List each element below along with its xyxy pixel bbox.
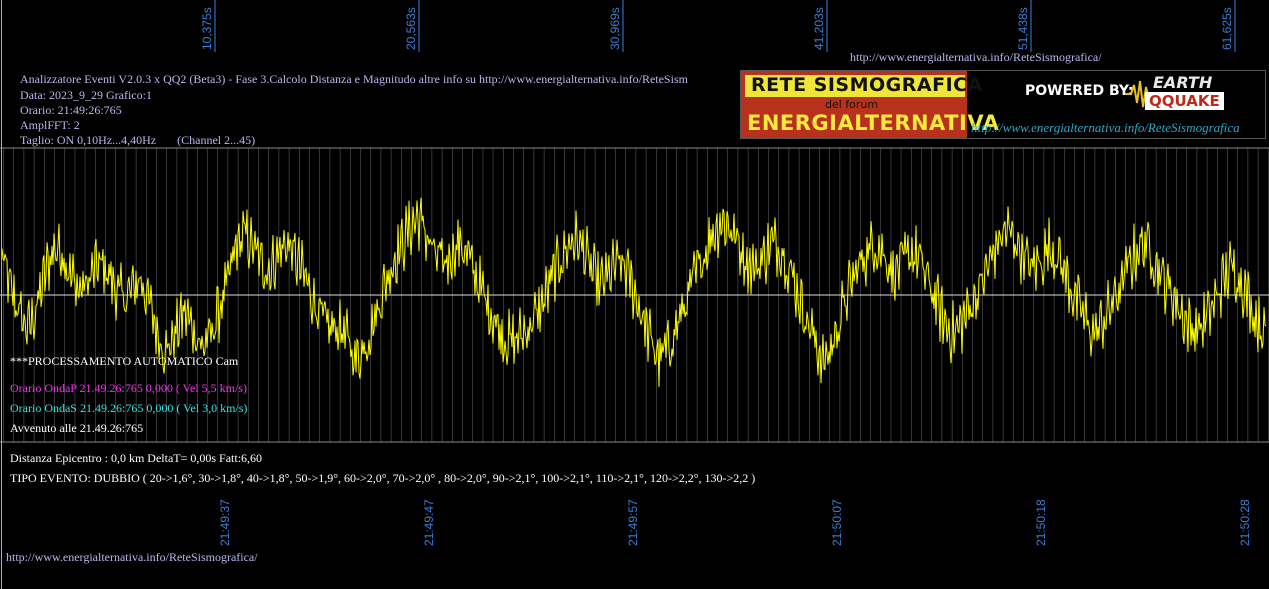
top-url-link[interactable]: http://www.energialternativa.info/ReteSi… <box>850 50 1102 64</box>
earth-logo-text: EARTH <box>1153 73 1213 92</box>
footer-url-link[interactable]: http://www.energialternativa.info/ReteSi… <box>6 550 258 564</box>
info-line-title: Analizzatore Eventi V2.0.3 x QQ2 (Beta3)… <box>20 72 688 86</box>
bottom-tick-label: 21:50:07 <box>830 499 844 546</box>
auto-processing-label: ***PROCESSAMENTO AUTOMATICO Cam <box>10 354 239 368</box>
top-tick-label: 41,203s <box>812 7 826 50</box>
banner-yellow-strip <box>745 75 965 97</box>
bottom-tick-label: 21:49:37 <box>218 499 232 546</box>
event-type: TIPO EVENTO: DUBBIO ( 20->1,6°, 30->1,8°… <box>10 471 756 485</box>
onda-p-time: Orario OndaP 21.49.26:765 0,000 ( Vel 5,… <box>10 381 247 395</box>
bottom-tick-label: 21:49:47 <box>422 499 436 546</box>
epicenter-distance: Distanza Epicentro : 0,0 km DeltaT= 0,00… <box>10 451 263 465</box>
bottom-tick-label: 21:49:57 <box>626 499 640 546</box>
top-tick-label: 61,625s <box>1220 7 1234 50</box>
onda-s-time: Orario OndaS 21.49.26:765 0,000 ( Vel 3,… <box>10 401 248 415</box>
powered-by-label: POWERED BY: <box>1025 83 1134 99</box>
info-line-filter: Taglio: ON 0,10Hz...4,40Hz (Channel 2...… <box>20 133 256 147</box>
seismic-signal-line <box>1 197 1267 387</box>
event-time: Avvenuto alle 21.49.26:765 <box>10 421 144 435</box>
banner-forum-name: ENERGIALTERNATIVA <box>747 111 1000 135</box>
info-line-time: Orario: 21:49:26:765 <box>20 103 122 117</box>
info-line-ampl: AmplFFT: 2 <box>20 118 80 132</box>
top-tick-label: 51,438s <box>1016 7 1030 50</box>
banner-title: RETE SISMOGRAFICA <box>751 74 983 96</box>
info-line-date: Data: 2023_9_29 Grafico:1 <box>20 88 152 102</box>
banner-url-link[interactable]: http://www.energialternativa.info/ReteSi… <box>971 120 1240 135</box>
qquake-logo-text: QQUAKE <box>1145 92 1224 110</box>
top-tick-label: 10,375s <box>200 7 214 50</box>
waveform-trace <box>1 197 1267 387</box>
banner-subtitle: del forum <box>825 98 879 111</box>
top-tick-label: 20,563s <box>404 7 418 50</box>
bottom-tick-label: 21:50:28 <box>1238 499 1252 546</box>
rete-sismografica-banner[interactable]: RETE SISMOGRAFICA del forum ENERGIALTERN… <box>740 70 1266 139</box>
bottom-tick-label: 21:50:18 <box>1034 499 1048 546</box>
top-tick-label: 30,969s <box>608 7 622 50</box>
